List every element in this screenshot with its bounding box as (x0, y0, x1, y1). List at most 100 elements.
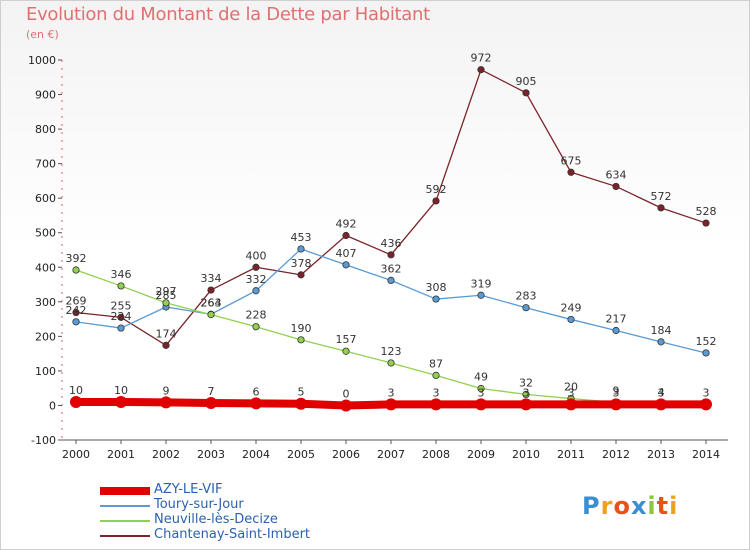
data-point (430, 398, 442, 411)
data-point (567, 315, 575, 324)
data-label: 3 (523, 386, 530, 399)
x-tick-label: 2012 (602, 448, 630, 461)
data-label: 4 (658, 386, 665, 399)
data-point (162, 299, 170, 307)
data-label: 592 (426, 183, 447, 196)
data-point (567, 168, 575, 176)
y-tick-label: 700 (35, 158, 56, 171)
data-label: 392 (66, 252, 87, 265)
x-tick-label: 2014 (692, 448, 720, 461)
data-point (297, 245, 305, 253)
y-tick-label: 500 (35, 227, 56, 240)
x-tick-label: 2005 (287, 448, 315, 461)
data-point (72, 266, 80, 274)
data-point (522, 390, 530, 398)
data-label: 675 (561, 154, 582, 167)
data-label: 184 (651, 324, 672, 337)
y-tick-label: 600 (35, 192, 56, 205)
data-label: 9 (613, 384, 620, 397)
data-point (342, 231, 350, 240)
data-label: 972 (471, 52, 492, 65)
data-label: 297 (156, 285, 177, 298)
data-point (477, 291, 485, 299)
data-point (702, 219, 710, 227)
data-label: 269 (66, 295, 87, 308)
data-label: 6 (253, 385, 260, 398)
data-point (655, 398, 667, 411)
data-label: 905 (516, 75, 537, 88)
logo-letter: i (669, 492, 679, 520)
legend-swatch-chantenay-saint-imbert (100, 535, 150, 537)
data-label: 49 (474, 371, 488, 384)
data-label: 572 (651, 190, 672, 203)
legend-swatch-neuville-les-decize (100, 520, 150, 522)
data-point (295, 397, 307, 410)
y-tick-label: 800 (35, 123, 56, 136)
data-point (342, 347, 350, 355)
data-label: 634 (606, 168, 627, 181)
data-label: 228 (246, 309, 267, 322)
data-point (477, 66, 485, 74)
data-label: 3 (658, 386, 665, 399)
data-label: 174 (156, 327, 177, 340)
data-label: 453 (291, 231, 312, 244)
y-tick-label: -100 (31, 434, 56, 447)
data-point (72, 318, 80, 326)
data-label: 285 (156, 289, 177, 302)
data-label: 3 (388, 386, 395, 399)
x-tick-label: 2008 (422, 448, 450, 461)
logo-letter: o (613, 492, 631, 520)
logo-letter: P (582, 492, 601, 520)
data-point (250, 397, 262, 410)
data-label: 0 (343, 387, 350, 400)
data-point (432, 197, 440, 205)
data-label: 400 (246, 249, 267, 262)
data-point (657, 338, 665, 346)
data-point (610, 398, 622, 411)
data-point (252, 287, 260, 295)
x-tick-label: 2011 (557, 448, 585, 461)
data-point (117, 282, 125, 290)
data-label: 190 (291, 322, 312, 335)
data-point (657, 204, 665, 212)
x-tick-label: 2007 (377, 448, 405, 461)
data-label: 319 (471, 277, 492, 290)
logo-letter: x (630, 492, 648, 520)
data-point (522, 89, 530, 97)
data-label: 123 (381, 345, 402, 358)
data-label: 9 (163, 384, 170, 397)
legend-swatch-toury-sur-jour (100, 505, 150, 507)
data-label: 152 (696, 335, 717, 348)
data-point (252, 323, 260, 331)
y-tick-label: 400 (35, 261, 56, 274)
y-tick-label: 200 (35, 330, 56, 343)
data-label: 264 (201, 296, 222, 309)
data-label: 308 (426, 281, 447, 294)
data-point (387, 251, 395, 259)
data-label: 20 (564, 381, 578, 394)
data-point (475, 398, 487, 411)
data-label: 334 (201, 272, 222, 285)
data-label: 10 (69, 384, 83, 397)
data-label: 263 (201, 297, 222, 310)
data-point (72, 308, 80, 317)
data-point (70, 396, 82, 408)
data-label: 242 (66, 304, 87, 317)
data-label: 346 (111, 268, 132, 281)
data-label: 255 (111, 299, 132, 312)
data-label: 87 (429, 357, 443, 370)
y-tick-label: 900 (35, 89, 56, 102)
legend-label-neuville-les-decize: Neuville-lès-Decize (154, 512, 278, 527)
logo-letter: r (600, 492, 614, 520)
legend-label-toury-sur-jour: Toury-sur-Jour (154, 497, 244, 512)
data-point (117, 313, 125, 321)
data-point (520, 398, 532, 411)
x-tick-label: 2003 (197, 448, 225, 461)
data-label: 10 (114, 384, 128, 397)
chart-unit-subtitle: (en €) (26, 28, 59, 41)
x-tick-label: 2010 (512, 448, 540, 461)
logo-letter: t (656, 492, 670, 520)
data-point (702, 349, 710, 357)
data-label: 378 (291, 257, 312, 270)
